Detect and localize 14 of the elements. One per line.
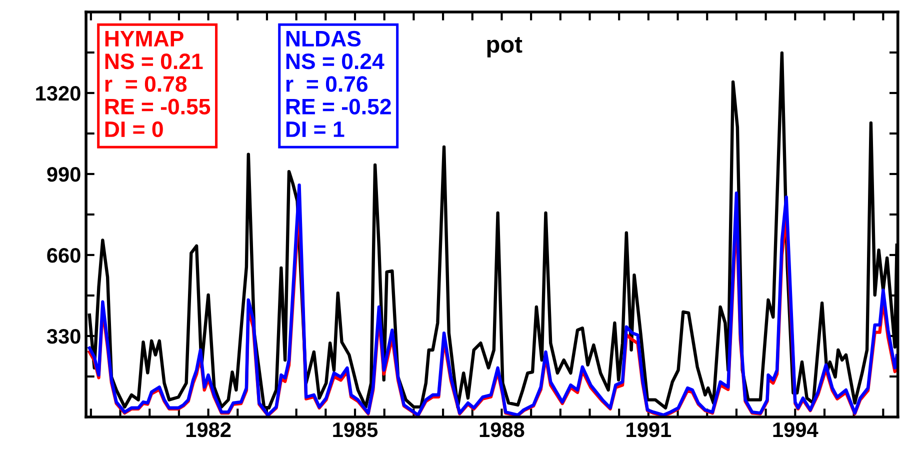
text: HYMAP (105, 31, 184, 46)
y-tick-label: 330 (46, 328, 80, 344)
annotation: NS = 0.24 r = 0.76 RE = -0.52 DI = 1 (286, 53, 391, 137)
y-tick-label: 990 (47, 167, 80, 182)
x-tick-label: 1985 (333, 422, 378, 438)
x-tick-label: 1994 (773, 422, 818, 438)
text: pot (487, 37, 522, 58)
y-tick-label: 660 (47, 248, 80, 263)
annotation: NS = 0.21 r = 0.78 RE = -0.55 DI = 0 (105, 53, 210, 138)
x-tick-label: 1991 (626, 422, 672, 438)
y-tick-label: 1320 (36, 86, 80, 101)
x-tick-label: 1988 (480, 422, 524, 438)
x-tick-label: 1982 (186, 422, 231, 438)
text: NLDAS (286, 30, 361, 47)
